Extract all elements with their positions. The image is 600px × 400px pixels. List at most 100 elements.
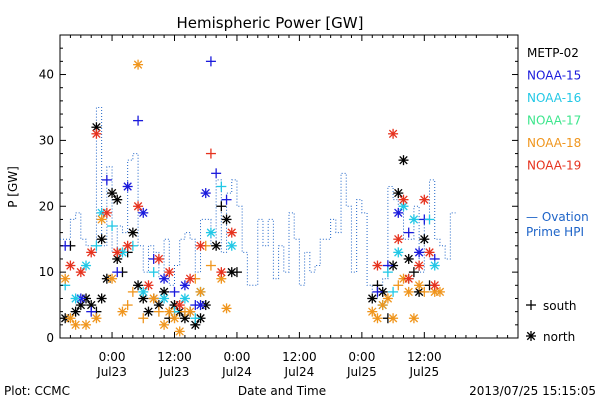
marker-stroke [211,241,221,250]
point-noaa-19 [65,260,76,271]
point-metp-02 [75,300,86,311]
x-tick-label-time: 0:00 [348,350,375,364]
marker-stroke [425,248,434,257]
point-noaa-19 [424,247,435,258]
point-noaa-16 [70,293,81,304]
marker-stroke [409,314,419,323]
point-noaa-18 [434,286,445,297]
point-noaa-18 [221,303,232,314]
point-noaa-16 [190,313,201,324]
point-noaa-19 [174,300,185,311]
point-noaa-15 [101,174,112,185]
point-noaa-16 [81,260,92,271]
marker-stroke [92,129,101,139]
x-tick-label-time: 12:00 [407,350,442,364]
marker-stroke [404,287,413,297]
point-noaa-15 [169,286,180,297]
point-noaa-18 [393,280,404,291]
marker-stroke [76,300,86,310]
point-noaa-19 [143,280,154,291]
x-tick-label-date: Jul24 [221,365,252,379]
marker-legend-label-south: south [543,299,577,313]
point-noaa-18 [127,286,138,297]
marker-stroke [394,248,403,257]
y-tick-label: 10 [39,265,54,279]
marker-stroke [414,248,424,257]
point-noaa-15 [200,188,211,199]
point-noaa-18 [148,293,159,304]
point-noaa-18 [164,306,175,317]
point-noaa-16 [159,293,170,304]
marker-stroke [227,267,236,277]
point-noaa-16 [107,221,118,232]
point-noaa-18 [195,286,206,297]
marker-stroke [217,274,226,283]
point-noaa-19 [112,247,123,258]
point-noaa-16 [91,240,102,251]
marker-stroke [404,274,413,283]
y-tick-label: 0 [46,331,54,345]
x-tick-label-time: 0:00 [223,350,250,364]
point-noaa-16 [393,247,404,258]
point-noaa-15 [403,227,414,238]
marker-stroke [394,188,403,198]
marker-stroke [165,307,174,316]
marker-stroke [170,314,179,323]
legend: METP-02 NOAA-15 NOAA-16 NOAA-17 NOAA-18 NOAA-… [527,46,581,173]
point-noaa-19 [122,240,133,251]
marker-stroke [154,300,164,310]
marker-stroke [222,304,231,313]
x-axis-label: Date and Time [238,384,326,398]
marker-stroke [388,314,398,323]
point-noaa-16 [226,240,237,251]
axis-ticks: 0102030400:00Jul2312:00Jul230:00Jul2412:… [39,35,518,379]
point-noaa-18 [159,319,170,330]
point-noaa-19 [86,247,97,258]
marker-stroke [159,287,169,297]
marker-stroke [81,261,91,270]
ovation-legend-label-2: Prime HPI [526,225,584,239]
point-metp-02 [96,234,107,245]
marker-stroke [175,327,184,336]
point-noaa-16 [382,267,393,278]
marker-stroke [378,300,387,310]
marker-stroke [133,281,143,290]
marker-stroke [133,60,143,69]
marker-stroke [66,314,75,323]
marker-stroke [133,202,143,211]
point-noaa-19 [185,273,196,284]
point-noaa-19 [388,128,399,139]
marker-stroke [388,129,398,139]
point-noaa-18 [382,293,393,304]
marker-stroke [118,307,127,316]
y-tick-label: 20 [39,199,54,213]
marker-stroke [414,261,424,270]
point-noaa-19 [398,194,409,205]
marker-stroke [76,267,86,277]
point-noaa-19 [429,280,440,291]
point-noaa-18 [117,306,128,317]
point-noaa-19 [216,267,227,278]
chart-title: Hemispheric Power [GW] [177,14,364,32]
marker-legend: south north [526,299,577,344]
ovation-step-path [60,106,456,299]
point-noaa-15 [179,280,190,291]
point-noaa-15 [205,56,216,67]
marker-stroke [368,307,377,316]
point-metp-02 [143,306,154,317]
marker-stroke [128,228,138,237]
marker-stroke [175,307,184,316]
point-metp-02 [107,188,118,199]
marker-stroke [196,314,205,323]
point-noaa-16 [388,286,399,297]
marker-stroke [92,314,101,323]
marker-stroke [227,241,236,250]
marker-stroke [206,228,216,237]
marker-stroke [180,294,190,303]
point-metp-02 [393,188,404,199]
marker-stroke [191,320,200,330]
marker-stroke [414,287,424,297]
point-metp-02 [96,293,107,304]
point-noaa-18 [122,300,133,311]
point-noaa-16 [424,214,435,225]
